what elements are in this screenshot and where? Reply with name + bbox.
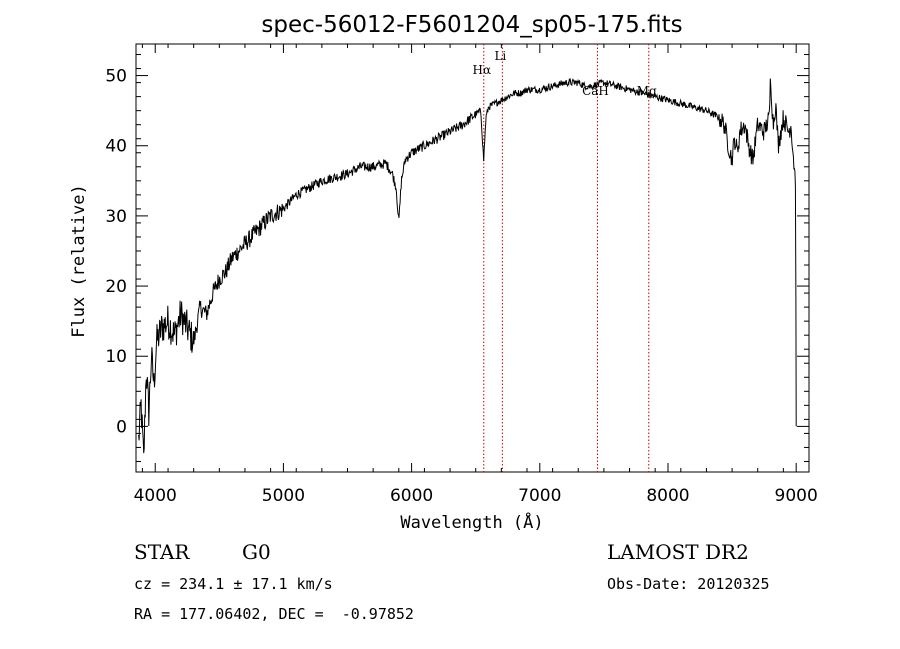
y-axis-ticks: 0 10 20 30 40 50	[105, 54, 809, 462]
x-axis-label: Wavelength (Å)	[400, 511, 543, 533]
y-tick-label: 10	[105, 347, 127, 367]
object-class: STAR	[134, 540, 190, 564]
plot-frame	[135, 43, 810, 473]
y-axis-label: Flux (relative)	[69, 184, 89, 338]
ra-dec: RA = 177.06402, DEC = -0.97852	[134, 605, 414, 623]
obs-date: Obs-Date: 20120325	[607, 575, 770, 593]
y-tick-label: 30	[105, 207, 127, 227]
x-tick-label: 5000	[262, 486, 305, 506]
x-tick-label: 6000	[390, 486, 433, 506]
survey-name: LAMOST DR2	[607, 540, 749, 564]
x-tick-label: 4000	[134, 486, 177, 506]
y-tick-label: 0	[116, 417, 127, 437]
y-tick-label: 20	[105, 277, 127, 297]
y-tick-label: 50	[105, 67, 127, 87]
x-tick-label: 8000	[646, 486, 689, 506]
line-marker-label: CaH	[582, 84, 609, 98]
x-axis-ticks: 4000 5000 6000 7000 8000 9000	[134, 44, 818, 506]
line-marker-label: Hα	[472, 63, 491, 77]
chart-title: spec-56012-F5601204_sp05-175.fits	[261, 12, 682, 38]
x-tick-label: 7000	[518, 486, 561, 506]
y-tick-label: 40	[105, 137, 127, 157]
x-tick-label: 9000	[775, 486, 818, 506]
object-subclass: G0	[242, 540, 271, 564]
redshift-info: cz = 234.1 ± 17.1 km/s	[134, 575, 333, 593]
spectrum-line	[138, 77, 797, 454]
line-marker-label: Li	[494, 49, 506, 63]
spectrum-series	[138, 77, 797, 454]
